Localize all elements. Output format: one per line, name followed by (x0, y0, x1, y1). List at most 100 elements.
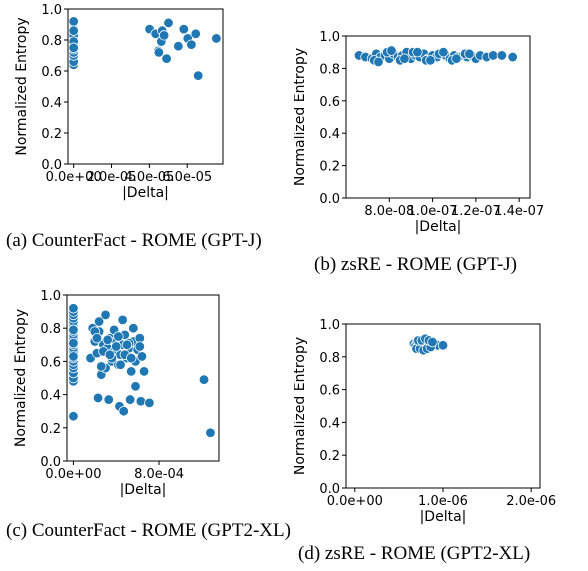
data-point (92, 392, 104, 404)
x-tick-label: 1.0e-06 (418, 494, 468, 509)
x-tick-label: 8.0e-04 (134, 467, 184, 482)
y-tick-label: 1.0 (41, 3, 62, 18)
data-point (386, 45, 397, 56)
data-point (68, 337, 79, 349)
data-point (91, 332, 103, 344)
x-tick-label: 8.0e-08 (364, 204, 414, 219)
x-tick-label: 4.0e-05 (124, 170, 174, 185)
data-point (68, 42, 79, 53)
data-point (412, 47, 423, 58)
data-point (190, 28, 201, 40)
data-point (130, 381, 141, 392)
data-point (96, 361, 107, 372)
data-point (68, 324, 79, 336)
caption-c: (c) CounterFact - ROME (GPT2-XL) (6, 520, 291, 541)
data-point (198, 374, 210, 385)
data-point (68, 16, 79, 27)
x-tick-label: 2.0e-06 (506, 494, 556, 509)
scatter-chart-c: 0.0 0.2 0.4 0.6 0.8 1.0 0.0e+00 8.0e-04|Delta| N… (13, 289, 220, 498)
data-point (103, 394, 114, 405)
data-point (163, 17, 174, 29)
scatter-chart-b: 0.0 0.2 0.4 0.6 0.8 1.0 8.0e-081.0e-071.2e-071… (294, 30, 544, 235)
data-point (128, 323, 139, 334)
y-tick-label: 0.0 (41, 158, 62, 173)
data-point (126, 352, 137, 364)
y-axis-label: Normalized Entropy (14, 17, 30, 155)
data-point (104, 349, 116, 360)
caption-a: (a) CounterFact - ROME (GPT-J) (6, 230, 262, 251)
x-tick-label: 0.0e+00 (327, 494, 383, 509)
plot-frame (345, 35, 531, 199)
data-point (487, 50, 499, 61)
data-point (153, 47, 165, 58)
y-tick-label: 0.2 (319, 449, 340, 464)
data-point (134, 341, 145, 352)
data-point (507, 51, 518, 63)
y-tick-label: 1.0 (319, 30, 340, 45)
data-points (68, 303, 216, 438)
data-point (121, 339, 133, 351)
x-axis-label: |Delta| (420, 509, 467, 525)
data-points (408, 333, 449, 356)
data-point (161, 53, 172, 64)
data-points (353, 45, 518, 68)
data-point (464, 48, 475, 60)
x-tick-label: 6.0e-05 (162, 170, 212, 185)
x-tick-label: 0.0e+00 (45, 467, 101, 482)
scatter-chart-a: 0.0 0.2 0.4 0.6 0.8 1.0 0.0e+002.0e-054.0e-056… (14, 3, 224, 201)
data-point (124, 394, 136, 405)
caption-d: (d) zsRE - ROME (GPT2-XL) (298, 543, 531, 564)
plot-frame (67, 8, 224, 165)
data-points (68, 16, 222, 81)
data-point (126, 366, 137, 377)
y-tick-label: 0.2 (40, 422, 61, 437)
y-tick-label: 1.0 (319, 318, 340, 333)
data-point (68, 351, 79, 362)
y-tick-label: 0.6 (40, 355, 61, 370)
y-tick-label: 0.8 (319, 62, 340, 77)
data-point (100, 309, 111, 321)
plot-frame (66, 294, 220, 462)
y-tick-label: 0.4 (41, 96, 62, 111)
y-tick-label: 0.4 (319, 416, 340, 431)
data-point (118, 405, 129, 417)
y-tick-label: 1.0 (40, 289, 61, 304)
data-point (93, 316, 105, 327)
data-point (437, 340, 449, 351)
y-tick-label: 0.4 (40, 389, 61, 404)
data-point (113, 331, 124, 342)
y-tick-label: 0.8 (319, 351, 340, 366)
y-axis-label: Normalized Entropy (13, 309, 29, 447)
scatter-chart-d: 0.0 0.2 0.4 0.6 0.8 1.0 0.0e+00 1.0e-06 2.0e-06 |… (294, 318, 556, 525)
x-tick-label: 0.0e+00 (46, 170, 102, 185)
x-tick-label: 1.2e-07 (451, 204, 501, 219)
y-tick-label: 0.6 (319, 95, 340, 110)
data-point (68, 410, 79, 422)
x-tick-label: 1.4e-07 (494, 204, 544, 219)
y-axis-label: Normalized Entropy (294, 337, 308, 475)
data-point (117, 314, 128, 326)
data-point (68, 303, 79, 314)
data-point (373, 56, 384, 68)
data-point (115, 359, 126, 370)
data-point (136, 351, 148, 362)
y-tick-label: 0.2 (319, 160, 340, 175)
data-point (425, 55, 436, 66)
x-tick-label: 1.0e-07 (408, 204, 458, 219)
data-point (451, 53, 462, 64)
data-point (193, 70, 204, 81)
data-point (178, 23, 190, 35)
y-tick-label: 0.6 (41, 65, 62, 80)
data-point (211, 33, 222, 44)
data-point (144, 397, 155, 409)
y-tick-label: 0.8 (41, 34, 62, 49)
y-tick-label: 0.0 (319, 482, 340, 497)
data-point (138, 366, 150, 377)
y-tick-label: 0.0 (319, 192, 340, 207)
y-tick-label: 0.2 (41, 127, 62, 142)
data-point (438, 47, 449, 58)
data-point (158, 30, 170, 41)
data-point (135, 396, 147, 407)
data-point (399, 53, 410, 64)
data-point (427, 336, 438, 348)
